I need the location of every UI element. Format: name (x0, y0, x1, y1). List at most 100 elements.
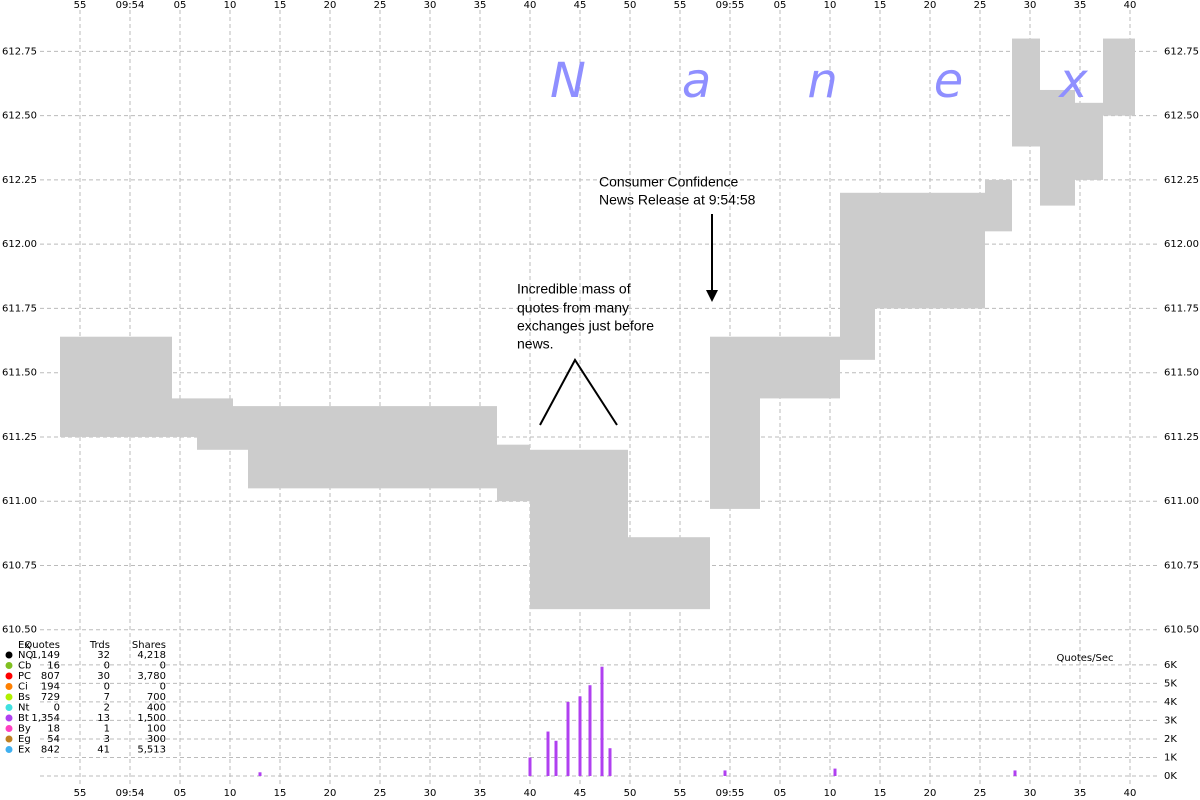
x-tick-label: 09:54 (116, 788, 145, 799)
y-tick-label: 612.75 (2, 46, 37, 57)
legend-cell: 842 (41, 745, 60, 756)
x-tick-label: 35 (1074, 788, 1087, 799)
legend-cell: 3,780 (137, 671, 166, 682)
legend-cell: 400 (147, 703, 166, 714)
legend-cell: Eg (18, 734, 31, 745)
y-tick-label: 611.75 (2, 303, 37, 314)
x-tick-label: 55 (674, 788, 687, 799)
legend-cell: Bs (18, 692, 30, 703)
y-tick-label: 612.50 (2, 111, 37, 122)
legend-cell: 0 (160, 661, 166, 672)
x-tick-label-top: 09:55 (716, 0, 745, 11)
volume-bar (528, 757, 532, 776)
legend-cell: 300 (147, 734, 166, 745)
y-tick-label: 612.25 (2, 175, 37, 186)
spread-band (1075, 102, 1103, 180)
volume-bar (608, 748, 612, 776)
spread-band (628, 537, 710, 610)
y-tick-label-right: 611.00 (1164, 496, 1199, 507)
volume-bar (566, 701, 570, 776)
legend-cell: Ci (18, 682, 28, 693)
spread-band (985, 179, 1012, 232)
x-tick-label-top: 55 (674, 0, 687, 11)
x-tick-label: 55 (74, 788, 87, 799)
legend-cell: 194 (41, 682, 60, 693)
x-tick-label-top: 20 (324, 0, 337, 11)
x-tick-label: 30 (1024, 788, 1037, 799)
y-tick-label-right: 610.50 (1164, 625, 1199, 636)
y-tick-label-right: 612.75 (1164, 46, 1199, 57)
legend-cell: 3 (104, 734, 110, 745)
volume-bar (833, 768, 837, 776)
legend-cell: Ex (18, 745, 30, 756)
annotation-mass: Incredible mass of quotes from many exch… (517, 281, 654, 426)
x-tick-label: 10 (824, 788, 837, 799)
watermark: Nanex (550, 53, 1184, 109)
legend-cell: 18 (47, 724, 60, 735)
volume-tick-label: 3K (1164, 715, 1177, 726)
spread-band (530, 449, 628, 610)
y-tick-label: 611.50 (2, 368, 37, 379)
legend-cell: By (18, 724, 31, 735)
legend-swatch (5, 746, 13, 753)
x-tick-label-top: 15 (274, 0, 287, 11)
y-tick-label-right: 612.50 (1164, 111, 1199, 122)
legend-swatch (5, 693, 13, 701)
volume-bar (1013, 770, 1017, 776)
x-tick-label-top: 40 (1124, 0, 1137, 11)
legend-cell: 41 (97, 745, 110, 756)
legend-swatch (5, 725, 13, 732)
volume-bar (578, 696, 582, 776)
legend-cell: 13 (97, 713, 110, 724)
legend-cell: 0 (54, 703, 60, 714)
annotation-line: quotes from many (517, 300, 629, 316)
x-tick-label-top: 10 (224, 0, 237, 11)
x-tick-label: 10 (224, 788, 237, 799)
spread-band (1040, 89, 1075, 206)
spread-band (233, 406, 248, 450)
x-tick-label-top: 20 (924, 0, 937, 11)
y-tick-label: 611.00 (2, 496, 37, 507)
annotation-line: News Release at 9:54:58 (599, 192, 756, 208)
x-tick-label-top: 05 (174, 0, 187, 11)
x-tick-label: 45 (574, 788, 587, 799)
legend-swatch (5, 662, 13, 669)
x-tick-label: 25 (374, 788, 387, 799)
volume-tick-label: 5K (1164, 678, 1177, 689)
volume-bar (600, 666, 604, 776)
legend-cell: 0 (104, 682, 110, 693)
legend-cell: 700 (147, 692, 166, 703)
legend-cell: 0 (104, 661, 110, 672)
legend-swatch (5, 651, 13, 659)
x-tick-label-top: 30 (1024, 0, 1037, 11)
y-tick-label-right: 612.25 (1164, 175, 1199, 186)
legend-cell: 5,513 (137, 745, 166, 756)
spread-band (1012, 38, 1040, 147)
volume-bar (258, 772, 262, 776)
legend-cell: 16 (47, 661, 60, 672)
spread-band (172, 398, 197, 437)
spread-band (248, 406, 497, 489)
volume-tick-label: 0K (1164, 771, 1177, 782)
x-tick-label-top: 35 (1074, 0, 1087, 11)
legend-swatch (5, 672, 13, 680)
arrow-head (706, 290, 718, 302)
volume-tick-label: 2K (1164, 734, 1177, 745)
spread-band (840, 192, 875, 360)
annotation-news: Consumer Confidence News Release at 9:54… (599, 174, 756, 302)
x-tick-label: 15 (274, 788, 287, 799)
spread-band (760, 336, 840, 399)
x-tick-label-top: 10 (824, 0, 837, 11)
legend-cell: 32 (97, 650, 110, 661)
legend-cell: 1,149 (31, 650, 60, 661)
annotation-line: Incredible mass of (517, 281, 631, 297)
annotation-line: news. (517, 336, 554, 352)
caret (539, 358, 618, 426)
spread-band (497, 444, 530, 502)
annotation-line: exchanges just before (517, 318, 654, 334)
legend-header: Ex (18, 640, 30, 651)
volume-bar (546, 731, 550, 776)
x-tick-label-top: 15 (874, 0, 887, 11)
